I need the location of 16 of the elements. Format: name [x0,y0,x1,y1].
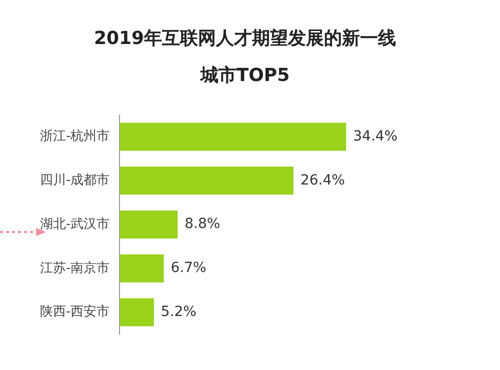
data-label: 8.8% [184,216,220,232]
bar [120,166,294,195]
data-label: 26.4% [300,172,345,188]
data-label: 6.7% [170,260,206,276]
data-label: 5.2% [160,304,196,320]
chart-title: 2019年互联网人才期望发展的新一线城市TOP5 [92,27,398,88]
bar [120,122,346,151]
y-tick-label: 江苏-南京市 [40,260,110,276]
data-label: 34.4% [353,128,398,144]
bar [120,210,178,239]
y-tick-label: 四川-成都市 [40,172,110,188]
y-tick-label: 湖北-武汉市 [40,216,110,232]
y-tick-label: 浙江-杭州市 [40,129,110,144]
bar [120,298,154,326]
y-tick-label: 陕西-西安市 [40,304,110,320]
bar [120,254,164,282]
